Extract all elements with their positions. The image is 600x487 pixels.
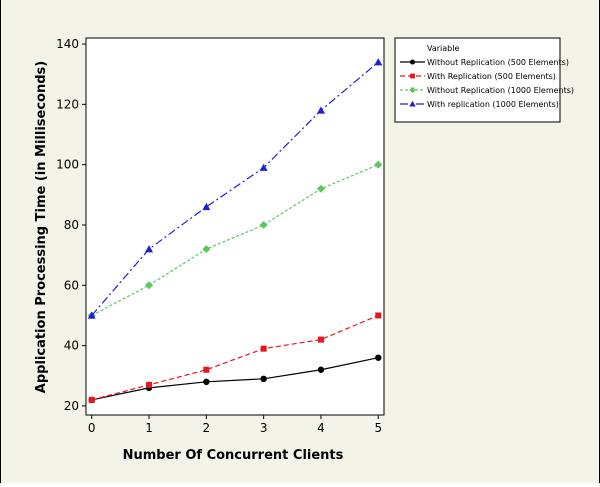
y-tick-label: 120 (56, 97, 79, 111)
series-2 (88, 312, 382, 403)
series-layer (87, 58, 383, 404)
x-axis-ticks: 0 1 2 3 4 5 (88, 415, 382, 435)
plot-area (85, 37, 385, 416)
data-point (375, 354, 382, 361)
y-tick-label: 140 (56, 37, 79, 51)
data-point (202, 245, 211, 254)
data-point (88, 396, 95, 403)
legend-item: Without Replication (1000 Elements) (400, 86, 574, 95)
data-point (317, 336, 324, 343)
data-point (203, 378, 210, 386)
series-line (91, 314, 379, 401)
legend-label: With replication (1000 Elements) (427, 100, 559, 109)
data-point (260, 345, 267, 352)
y-tick-label: 80 (64, 218, 79, 232)
series-3 (87, 160, 383, 320)
legend-label: Without Replication (1000 Elements) (427, 86, 574, 95)
data-point (145, 281, 154, 290)
x-tick-label: 5 (374, 421, 382, 435)
legend-label: With Replication (500 Elements) (427, 72, 556, 81)
legend-box (394, 37, 561, 123)
data-point (374, 160, 383, 169)
legend-item: With replication (1000 Elements) (400, 100, 559, 109)
x-tick-label: 2 (203, 421, 211, 435)
y-tick-label: 40 (64, 339, 79, 353)
data-point (202, 202, 211, 211)
legend-swatch-marker (409, 86, 416, 94)
legend-swatch-marker (409, 100, 416, 107)
data-point (203, 366, 210, 373)
legend-item: With Replication (500 Elements) (400, 72, 556, 81)
data-point (317, 366, 325, 373)
data-point (259, 220, 268, 229)
data-point (375, 312, 382, 319)
y-tick-label: 60 (64, 278, 79, 292)
series-line (91, 357, 379, 401)
series-line (91, 164, 379, 317)
x-tick-label: 3 (260, 421, 268, 435)
data-point (145, 245, 154, 253)
data-point (259, 163, 268, 171)
legend-title: Variable (427, 44, 459, 53)
data-point (316, 184, 325, 193)
x-axis-title: Number Of Concurrent Clients (123, 448, 344, 463)
x-tick-label: 0 (88, 421, 96, 435)
legend-swatch-marker (409, 59, 416, 65)
y-axis-ticks: 20 40 60 80 100 120 140 (56, 37, 86, 413)
series-line (91, 61, 379, 316)
legend-item: Without Replication (500 Elements) (400, 58, 569, 67)
legend-label: Without Replication (500 Elements) (427, 58, 569, 67)
x-tick-label: 1 (145, 421, 153, 435)
y-tick-label: 100 (56, 158, 79, 172)
data-point (316, 106, 325, 114)
y-tick-label: 20 (64, 399, 79, 413)
legend-items: Without Replication (500 Elements) With R… (400, 58, 574, 109)
data-point (146, 381, 153, 388)
data-point (260, 375, 267, 383)
series-4 (87, 58, 383, 319)
legend: Variable Without Replication (500 Elemen… (394, 37, 574, 123)
data-point (374, 58, 383, 66)
y-axis-title: Application Processing Time (in Millisec… (34, 61, 49, 393)
data-point (87, 311, 96, 319)
legend-swatch-marker (410, 73, 415, 79)
x-tick-label: 4 (317, 421, 325, 435)
